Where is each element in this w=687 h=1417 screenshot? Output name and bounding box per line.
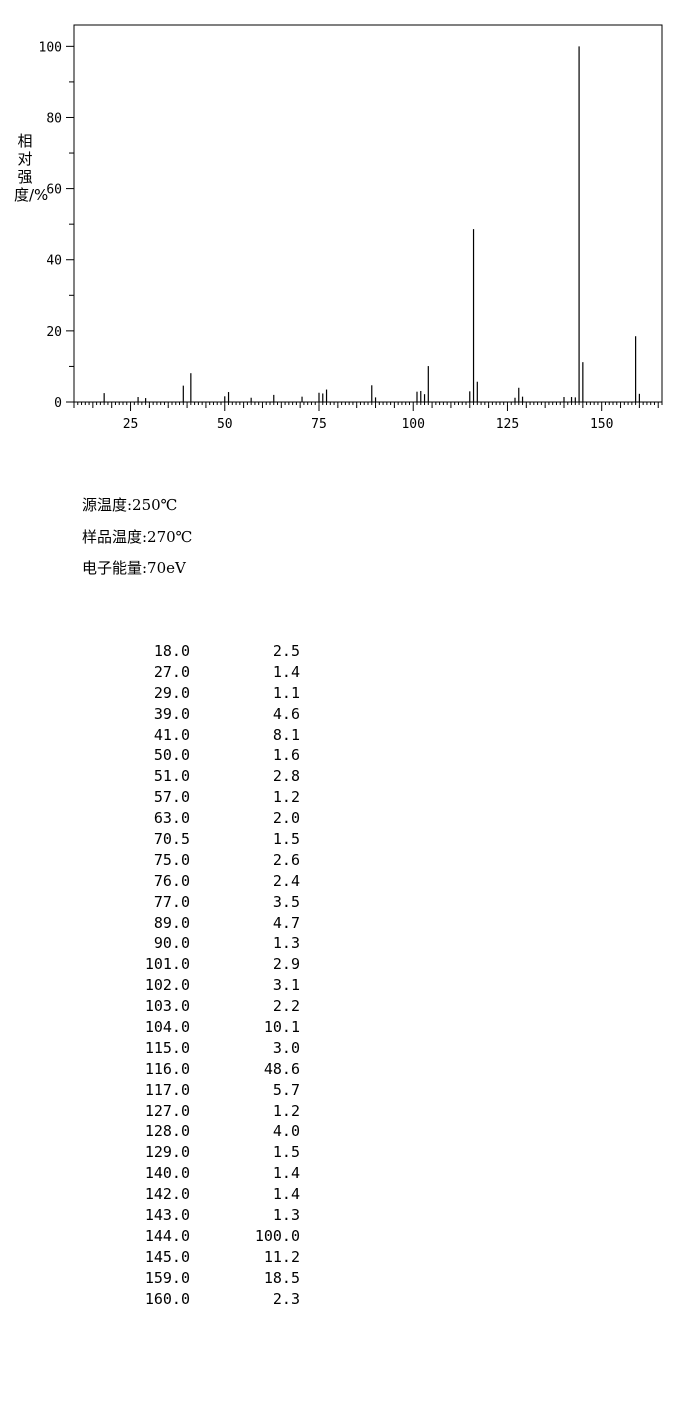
peak-abundance: 4.7 xyxy=(272,913,300,932)
peak-abundance: 2.5 xyxy=(272,642,300,660)
peak-mz: 51.0 xyxy=(153,767,190,786)
peak-abundance: 2.9 xyxy=(272,955,300,974)
peak-mz: 127.0 xyxy=(144,1101,190,1120)
electron-energy: 电子能量:70eV xyxy=(82,559,186,577)
x-axis: 25 50 75 100 125 150 xyxy=(123,402,613,432)
peak-mz: 76.0 xyxy=(153,871,190,890)
y-tick-label: 100 xyxy=(39,40,62,55)
y-tick-label: 20 xyxy=(46,325,62,340)
peak-abundance: 2.2 xyxy=(272,997,300,1016)
peak-abundance: 1.5 xyxy=(272,830,300,849)
peak-abundance: 1.4 xyxy=(272,1185,300,1204)
peak-mz: 57.0 xyxy=(153,788,190,807)
peak-mz: 116.0 xyxy=(144,1059,190,1078)
peak-mz: 117.0 xyxy=(144,1080,190,1099)
peak-mz: 160.0 xyxy=(144,1289,190,1308)
peak-mz: 27.0 xyxy=(153,662,190,681)
peak-mz: 145.0 xyxy=(144,1247,190,1266)
peak-abundance: 4.0 xyxy=(272,1122,300,1141)
peak-abundance: 1.3 xyxy=(272,1206,300,1225)
peak-abundance: 5.7 xyxy=(272,1080,300,1099)
peak-abundance: 2.0 xyxy=(272,809,300,828)
x-tick-label: 100 xyxy=(401,417,424,432)
peak-abundance: 10.1 xyxy=(263,1018,300,1037)
peak-mz: 63.0 xyxy=(153,809,190,828)
peak-mz: 140.0 xyxy=(144,1164,190,1183)
peak-mz: 142.0 xyxy=(144,1185,190,1204)
peak-mz: 103.0 xyxy=(144,997,190,1016)
peak-mz: 41.0 xyxy=(153,725,190,744)
peak-abundance: 4.6 xyxy=(272,704,300,723)
peak-mz: 77.0 xyxy=(153,892,190,911)
peak-mz: 129.0 xyxy=(144,1143,190,1162)
peak-mz: 102.0 xyxy=(144,976,190,995)
peak-abundance: 3.1 xyxy=(272,976,300,995)
y-tick-label: 40 xyxy=(46,254,62,269)
peak-mz: 159.0 xyxy=(144,1268,190,1287)
peak-mz: 101.0 xyxy=(144,955,190,974)
minor-ticks xyxy=(69,81,663,408)
peak-abundance: 1.6 xyxy=(272,746,300,765)
y-axis-label: 相对强度/% xyxy=(14,132,49,204)
x-tick-label: 75 xyxy=(311,417,327,432)
peak-abundance: 2.8 xyxy=(272,767,300,786)
peak-abundance: 2.3 xyxy=(272,1289,300,1308)
x-tick-label: 25 xyxy=(123,417,139,432)
peak-mz: 115.0 xyxy=(144,1038,190,1057)
peak-abundance: 1.1 xyxy=(272,683,300,702)
peak-abundance: 18.5 xyxy=(263,1268,300,1287)
peak-mz: 104.0 xyxy=(144,1018,190,1037)
peak-abundance: 3.5 xyxy=(272,892,300,911)
peak-abundance: 1.2 xyxy=(272,788,300,807)
peak-mz: 70.5 xyxy=(153,830,190,849)
peak-mz: 75.0 xyxy=(153,850,190,869)
peak-abundance: 48.6 xyxy=(263,1059,300,1078)
peak-abundance: 1.3 xyxy=(272,934,300,953)
y-tick-label: 80 xyxy=(46,111,62,126)
y-tick-label: 60 xyxy=(46,183,62,198)
sample-temperature: 样品温度:270℃ xyxy=(82,527,193,546)
peak-mz: 90.0 xyxy=(153,934,190,953)
acquisition-conditions: 源温度:250℃ 样品温度:270℃ 电子能量:70eV xyxy=(82,492,192,587)
source-temperature: 源温度:250℃ xyxy=(82,496,178,514)
peak-abundance: 1.2 xyxy=(272,1101,300,1120)
peak-abundance: 3.0 xyxy=(272,1038,300,1057)
peak-mz: 29.0 xyxy=(153,683,190,702)
y-axis: 0 20 40 60 80 100 xyxy=(39,40,74,411)
peak-mz: 128.0 xyxy=(144,1122,190,1141)
peak-abundance: 8.1 xyxy=(272,725,300,744)
peak-abundance: 11.2 xyxy=(263,1247,300,1266)
peak-abundance: 2.6 xyxy=(272,850,300,869)
peak-mz: 143.0 xyxy=(144,1206,190,1225)
y-tick-label: 0 xyxy=(54,396,62,411)
peak-mz: 89.0 xyxy=(153,913,190,932)
peak-mz: 39.0 xyxy=(153,704,190,723)
peak-abundance: 1.4 xyxy=(272,662,300,681)
spectrum-bars xyxy=(103,46,640,402)
peak-abundance: 2.4 xyxy=(272,871,300,890)
peak-abundance: 100.0 xyxy=(254,1226,300,1245)
x-tick-label: 125 xyxy=(496,417,519,432)
peak-abundance: 1.4 xyxy=(272,1164,300,1183)
peak-mz: 50.0 xyxy=(153,746,190,765)
mass-spectrum-chart: 0 20 40 60 80 100 25 50 75 100 125 150 xyxy=(39,24,663,432)
peak-mz: 144.0 xyxy=(144,1226,190,1245)
plot-frame xyxy=(73,24,663,403)
peak-mz: 18.0 xyxy=(153,642,190,660)
peak-abundance: 1.5 xyxy=(272,1143,300,1162)
x-tick-label: 150 xyxy=(590,417,613,432)
x-tick-label: 50 xyxy=(217,417,233,432)
